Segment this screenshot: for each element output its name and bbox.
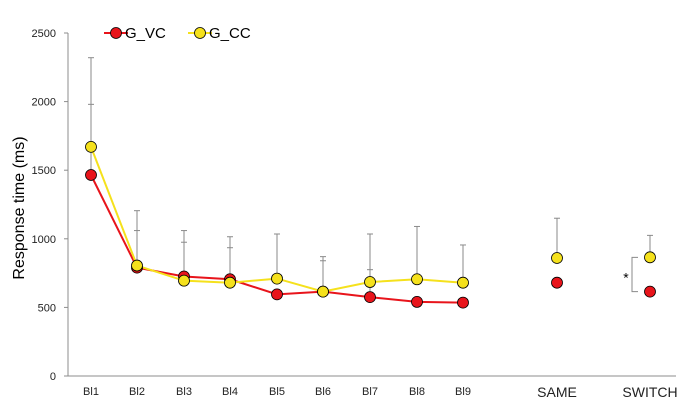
y-tick-label: 1000	[32, 234, 56, 246]
data-point	[271, 288, 283, 301]
x-tick-label: SAME	[537, 384, 577, 400]
data-point	[644, 251, 656, 264]
legend: G_VC G_CC	[104, 25, 251, 42]
data-point	[271, 272, 283, 285]
data-point	[85, 169, 97, 181]
y-tick-label: 0	[50, 371, 56, 383]
data-point	[85, 140, 97, 153]
data-point	[317, 285, 329, 298]
annotations: *	[623, 256, 638, 293]
significance-label: *	[623, 269, 629, 285]
axes	[64, 32, 676, 377]
y-tick-label: 2000	[32, 97, 56, 109]
series-markers	[85, 140, 656, 309]
legend-marker	[110, 27, 122, 39]
legend-marker	[194, 27, 206, 39]
y-tick-label: 500	[38, 302, 56, 314]
data-point	[131, 259, 143, 272]
significance-bracket	[631, 256, 638, 293]
x-tick-label: Bl1	[83, 386, 99, 398]
data-point	[644, 285, 656, 298]
x-tick-label: Bl5	[269, 386, 285, 398]
x-tick-labels: Bl1 Bl2 Bl3 Bl4 Bl5 Bl6 Bl7 Bl8 Bl9 SAME SWITCH	[83, 384, 678, 400]
x-tick-label: Bl6	[315, 386, 331, 398]
x-tick-label: SWITCH	[622, 384, 677, 400]
data-point	[364, 276, 376, 288]
legend-label: G_VC	[125, 25, 166, 42]
data-point	[551, 276, 563, 289]
y-axis-title: Response time (ms)	[11, 136, 28, 279]
data-point	[457, 276, 469, 289]
data-point	[178, 274, 190, 287]
x-tick-label: Bl2	[129, 386, 145, 398]
x-tick-label: Bl4	[222, 386, 238, 398]
legend-label: G_CC	[209, 25, 251, 42]
data-point	[411, 296, 423, 308]
data-point	[411, 273, 423, 286]
x-tick-label: Bl7	[362, 386, 378, 398]
data-point	[457, 296, 469, 309]
x-tick-label: Bl9	[455, 386, 471, 398]
x-tick-label: Bl8	[409, 386, 425, 398]
data-point	[364, 291, 376, 304]
y-tick-label: 2500	[32, 28, 56, 40]
y-tick-labels: 0 500 1000 1500 2000 2500	[32, 28, 56, 383]
data-point	[551, 252, 563, 264]
x-tick-label: Bl3	[176, 386, 192, 398]
y-tick-label: 1500	[32, 165, 56, 177]
error-bars	[88, 57, 653, 298]
data-point	[224, 276, 236, 289]
